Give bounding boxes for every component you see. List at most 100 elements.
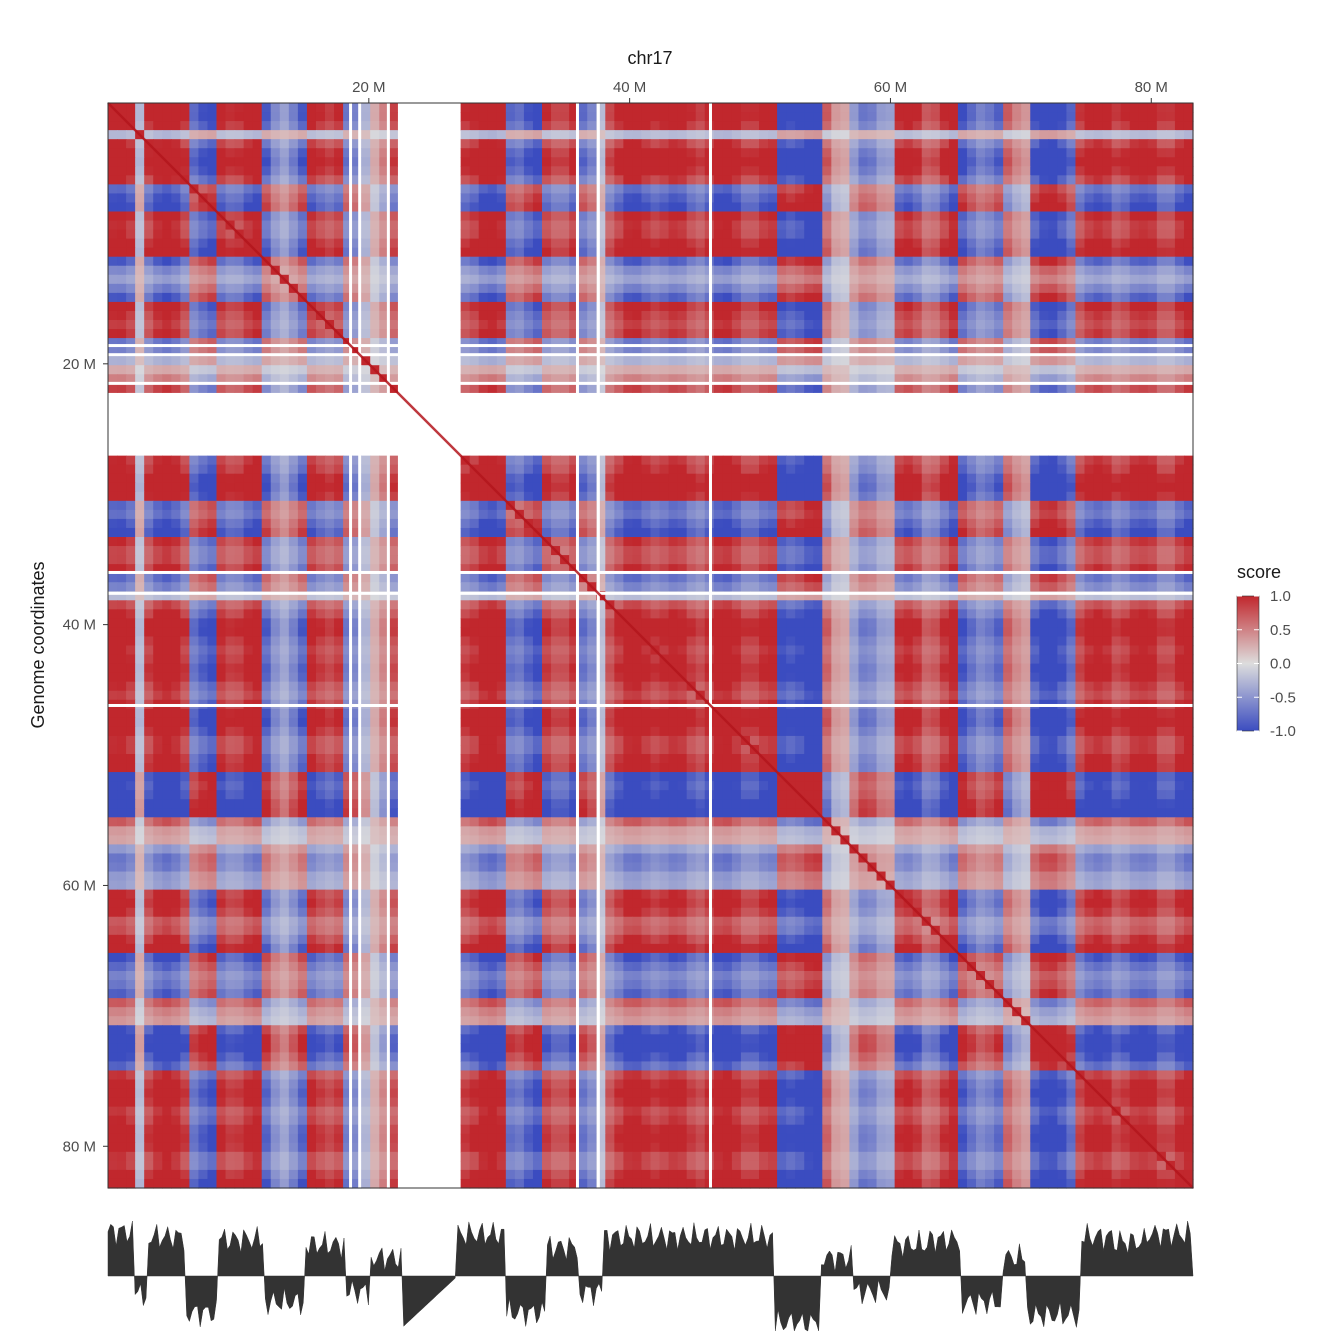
- heatmap-cell: [126, 256, 136, 267]
- heatmap-cell: [144, 283, 154, 294]
- heatmap-cell: [1102, 320, 1113, 330]
- heatmap-cell: [1039, 482, 1049, 493]
- heatmap-cell: [370, 310, 380, 321]
- heatmap-cell: [569, 274, 579, 285]
- heatmap-cell: [1138, 464, 1149, 475]
- heatmap-cell: [297, 555, 308, 565]
- heatmap-cell: [1048, 283, 1058, 294]
- heatmap-cell: [578, 500, 588, 511]
- heatmap-cell: [1102, 365, 1113, 375]
- heatmap-cell: [1012, 320, 1022, 330]
- heatmap-cell: [731, 283, 742, 294]
- heatmap-cell: [930, 500, 941, 511]
- heatmap-cell: [740, 509, 751, 520]
- heatmap-cell: [343, 518, 353, 529]
- heatmap-cell: [587, 103, 597, 113]
- heatmap-cell: [1048, 166, 1058, 176]
- heatmap-cell: [551, 365, 561, 375]
- heatmap-cell: [478, 546, 489, 556]
- heatmap-cell: [216, 103, 227, 113]
- heatmap-cell: [596, 482, 606, 493]
- heatmap-cell: [569, 202, 579, 213]
- heatmap-cell: [270, 482, 281, 493]
- heatmap-cell: [180, 455, 190, 466]
- heatmap-cell: [514, 274, 525, 285]
- heatmap-cell: [1012, 310, 1022, 321]
- heatmap-cell: [894, 229, 905, 240]
- heatmap-cell: [1174, 166, 1185, 176]
- heatmap-cell: [768, 175, 778, 185]
- heatmap-cell: [1165, 374, 1176, 384]
- heatmap-cell: [650, 546, 661, 556]
- heatmap-cell: [469, 356, 480, 366]
- heatmap-cell: [1102, 473, 1113, 484]
- heatmap-cell: [686, 256, 697, 267]
- heatmap-cell: [1048, 130, 1058, 140]
- heatmap-cell: [867, 274, 878, 285]
- heatmap-cell: [569, 509, 579, 520]
- heatmap-cell: [1084, 473, 1095, 484]
- heatmap-cell: [605, 265, 615, 276]
- heatmap-cell: [523, 184, 534, 195]
- heatmap-cell: [1021, 301, 1031, 312]
- heatmap-cell: [894, 537, 905, 547]
- heatmap-cell: [460, 256, 471, 267]
- heatmap-cell: [813, 130, 823, 140]
- heatmap-cell: [234, 238, 245, 249]
- heatmap-cell: [325, 555, 335, 565]
- heatmap-cell: [1021, 527, 1031, 538]
- heatmap-cell: [740, 283, 751, 294]
- heatmap-cell: [749, 310, 760, 321]
- heatmap-cell: [786, 464, 796, 475]
- heatmap-cell: [1084, 527, 1095, 538]
- heatmap-cell: [867, 166, 878, 176]
- heatmap-cell: [496, 229, 507, 240]
- heatmap-cell: [1102, 265, 1113, 276]
- heatmap-cell: [1003, 202, 1013, 213]
- heatmap-cell: [496, 274, 507, 285]
- heatmap-cell: [831, 482, 841, 493]
- heatmap-cell: [1111, 121, 1122, 131]
- heatmap-cell: [270, 374, 281, 384]
- heatmap-cell: [505, 518, 516, 529]
- heatmap-cell: [876, 112, 887, 122]
- heatmap-cell: [180, 211, 190, 222]
- heatmap-cell: [1147, 103, 1158, 113]
- heatmap-cell: [315, 238, 326, 249]
- heatmap-cell: [1174, 103, 1185, 113]
- heatmap-cell: [569, 256, 579, 267]
- heatmap-cell: [650, 283, 661, 294]
- heatmap-cell: [532, 356, 543, 366]
- heatmap-cell: [460, 265, 471, 276]
- heatmap-cell: [1057, 103, 1068, 113]
- heatmap-cell: [804, 509, 814, 520]
- heatmap-cell: [1021, 320, 1031, 330]
- heatmap-cell: [1066, 211, 1077, 222]
- heatmap-cell: [379, 338, 389, 348]
- heatmap-cell: [1093, 256, 1104, 267]
- heatmap-cell: [1003, 130, 1013, 140]
- heatmap-cell: [623, 238, 634, 249]
- heatmap-cell: [1012, 103, 1022, 113]
- heatmap-cell: [1183, 121, 1194, 131]
- heatmap-cell: [370, 220, 380, 231]
- heatmap-cell: [930, 473, 941, 484]
- heatmap-cell: [560, 320, 570, 330]
- heatmap-cell: [849, 283, 860, 294]
- heatmap-cell: [659, 139, 670, 149]
- heatmap-cell: [686, 139, 697, 149]
- heatmap-cell: [487, 301, 498, 312]
- heatmap-cell: [804, 338, 814, 348]
- heatmap-cell: [279, 103, 290, 113]
- heatmap-cell: [587, 347, 597, 357]
- heatmap-cell: [867, 193, 878, 204]
- heatmap-cell: [605, 283, 615, 294]
- heatmap-cell: [849, 537, 860, 547]
- heatmap-cell: [162, 229, 172, 240]
- heatmap-cell: [198, 283, 209, 294]
- heatmap-cell: [171, 329, 181, 339]
- heatmap-cell: [623, 184, 634, 195]
- heatmap-cell: [207, 229, 218, 240]
- heatmap-cell: [614, 211, 624, 222]
- heatmap-cell: [117, 518, 127, 529]
